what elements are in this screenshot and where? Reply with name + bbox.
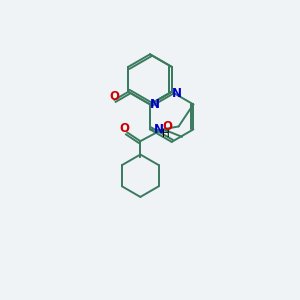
Text: N: N	[150, 98, 160, 111]
Text: N: N	[154, 123, 164, 136]
Text: H: H	[162, 129, 170, 139]
Text: O: O	[162, 120, 172, 133]
Text: O: O	[109, 90, 119, 103]
Text: O: O	[120, 122, 130, 135]
Text: N: N	[172, 87, 182, 100]
